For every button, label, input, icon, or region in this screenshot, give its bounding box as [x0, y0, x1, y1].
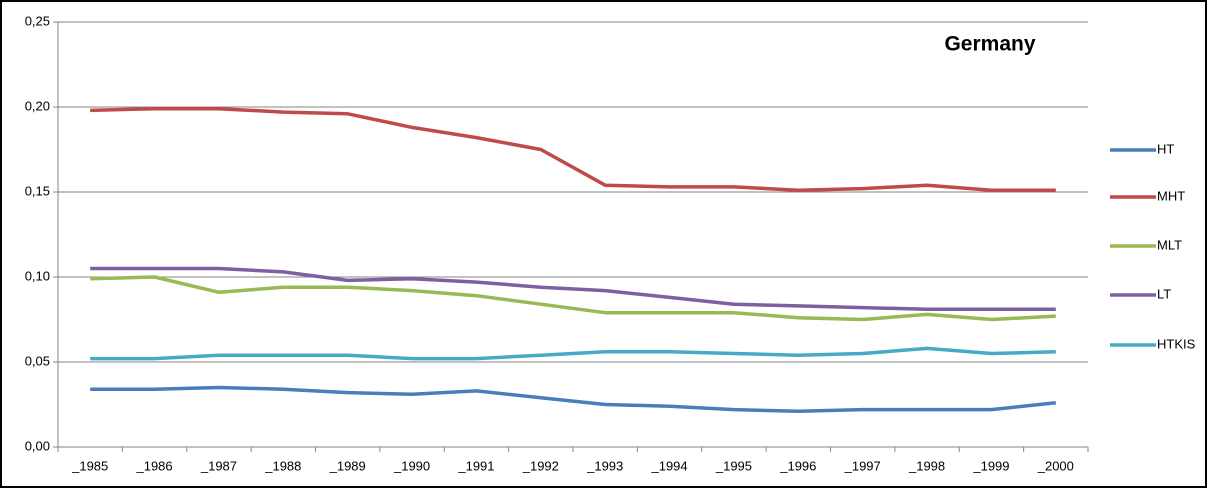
legend-label: HTKIS — [1157, 336, 1196, 351]
x-tick-label: _1994 — [650, 458, 687, 473]
x-tick-label: _1992 — [522, 458, 559, 473]
series-line — [90, 106, 1056, 193]
series-line — [90, 275, 1056, 322]
chart-title: Germany — [944, 33, 1035, 56]
y-tick-label: 0,00 — [25, 438, 50, 453]
series-line — [90, 266, 1056, 312]
x-tick-label: _1997 — [844, 458, 881, 473]
x-tick-label: _1985 — [71, 458, 108, 473]
legend-label: MHT — [1157, 188, 1185, 203]
y-tick-label: 0,10 — [25, 268, 50, 283]
x-tick-label: _1991 — [457, 458, 494, 473]
series-line — [90, 385, 1056, 414]
x-tick-label: _1986 — [135, 458, 172, 473]
y-tick-label: 0,15 — [25, 183, 50, 198]
series-line — [90, 346, 1056, 361]
legend-label: HT — [1157, 141, 1174, 156]
x-tick-label: _1989 — [329, 458, 366, 473]
legend-label: LT — [1157, 286, 1171, 301]
x-tick-label: _1988 — [264, 458, 301, 473]
x-tick-label: _1996 — [779, 458, 816, 473]
x-tick-label: _1995 — [715, 458, 752, 473]
x-tick-label: _1987 — [200, 458, 237, 473]
x-tick-label: _1990 — [393, 458, 430, 473]
y-tick-label: 0,20 — [25, 98, 50, 113]
x-tick-label: _1998 — [908, 458, 945, 473]
x-tick-label: _2000 — [1037, 458, 1074, 473]
y-tick-label: 0,05 — [25, 353, 50, 368]
legend-label: MLT — [1157, 237, 1182, 252]
x-tick-label: _1993 — [586, 458, 623, 473]
x-tick-label: _1999 — [972, 458, 1009, 473]
y-tick-label: 0,25 — [25, 13, 50, 28]
